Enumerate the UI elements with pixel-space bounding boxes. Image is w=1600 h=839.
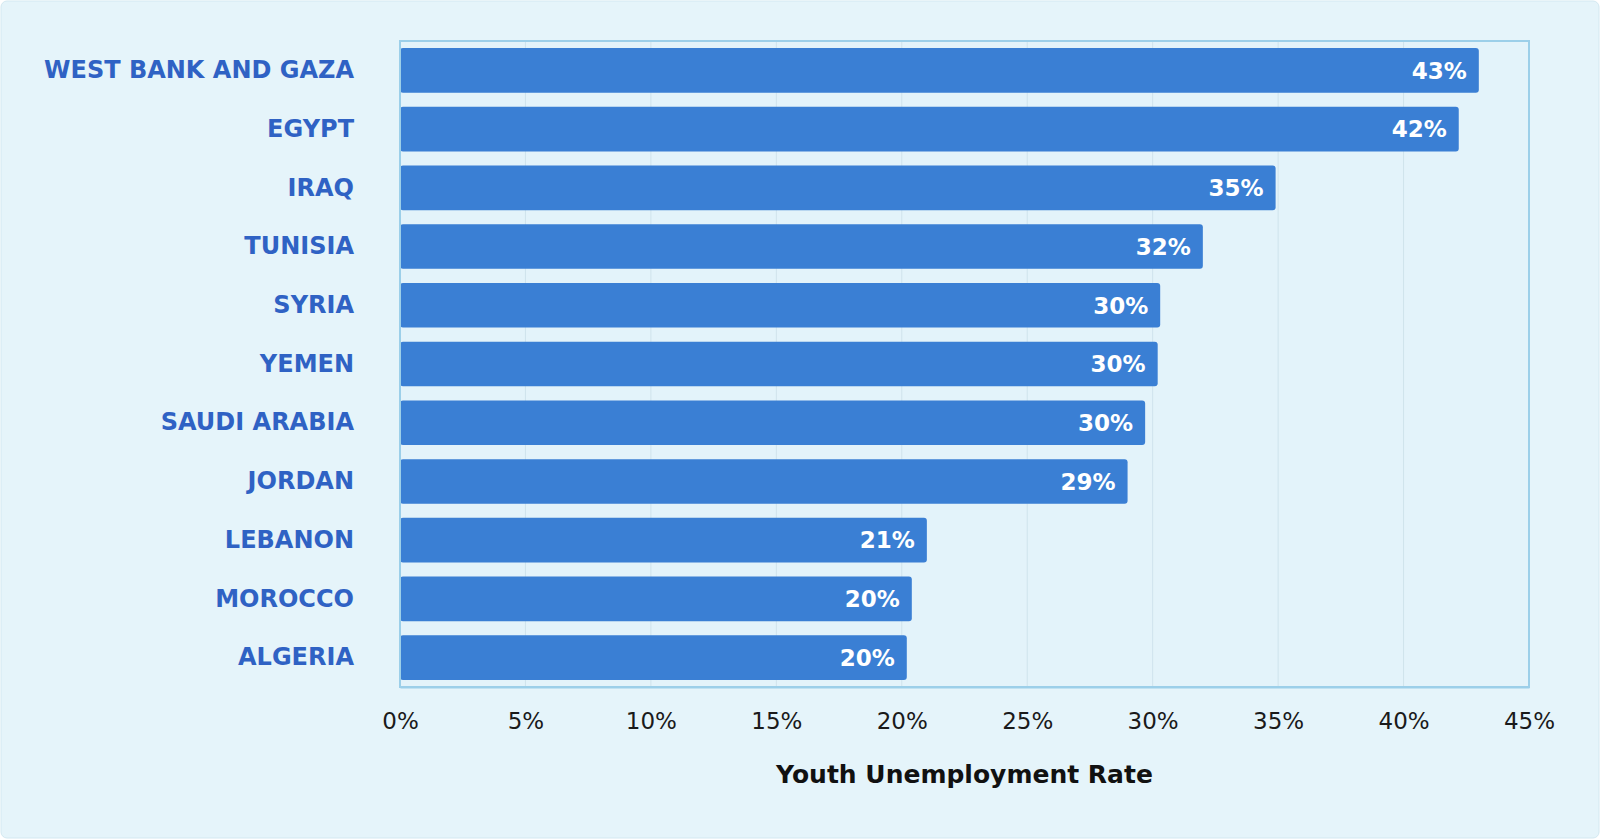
data-labels: 43% 42% 35% 32% 30% 30% 30% 29% 21% 20% 20% [840,58,1467,671]
category-tick: SYRIA [273,291,400,319]
data-label: 30% [1078,410,1133,436]
category-label: TUNISIA [244,232,354,260]
category-tick: EGYPT [267,115,400,143]
category-tick: SAUDI ARABIA [161,408,400,436]
bar [400,166,1276,211]
tick: 0% [382,687,419,734]
tick-label: 25% [1002,708,1053,734]
category-tick: MOROCCO [215,585,400,613]
y-axis: WEST BANK AND GAZA EGYPT IRAQ TUNISIA SYRIA Y… [44,56,400,671]
data-label: 32% [1136,234,1191,260]
category-tick: IRAQ [288,173,400,201]
tick-label: 20% [877,708,928,734]
data-label: 30% [1093,293,1148,319]
chart: 43% 42% 35% 32% 30% 30% 30% 29% 21% 20% 20% 0% 5% 10%… [0,0,1600,839]
data-label: 35% [1209,175,1264,201]
data-label: 20% [845,586,900,612]
bar [400,577,912,622]
bar [400,342,1158,387]
tick-label: 0% [382,708,419,734]
bar [400,283,1160,328]
tick: 35% [1253,687,1304,734]
tick-label: 5% [508,708,545,734]
category-label: WEST BANK AND GAZA [44,56,354,84]
data-label: 29% [1061,469,1116,495]
category-label: LEBANON [225,526,354,554]
background [1,1,1599,838]
bar [400,107,1459,152]
data-label: 20% [840,645,895,671]
category-label: MOROCCO [215,585,354,613]
tick: 20% [877,687,928,734]
data-label: 30% [1091,351,1146,377]
tick-label: 35% [1253,708,1304,734]
category-label: SYRIA [273,291,354,319]
tick-label: 15% [751,708,802,734]
category-tick: TUNISIA [244,232,400,260]
x-axis-title: Youth Unemployment Rate [775,760,1153,789]
plot-frame [400,41,1529,687]
category-tick: YEMEN [259,350,400,378]
category-tick: LEBANON [225,526,400,554]
data-label: 42% [1392,116,1447,142]
bar [400,459,1128,504]
category-label: SAUDI ARABIA [161,408,355,436]
tick: 25% [1002,687,1053,734]
tick: 40% [1378,687,1429,734]
tick: 10% [626,687,677,734]
category-label: ALGERIA [238,643,354,671]
category-tick: JORDAN [246,467,400,495]
tick-label: 10% [626,708,677,734]
data-label: 21% [860,527,915,553]
category-label: JORDAN [246,467,354,495]
tick-label: 45% [1504,708,1555,734]
tick-label: 30% [1128,708,1179,734]
axis-line [401,687,1530,689]
tick: 15% [751,687,802,734]
category-tick: WEST BANK AND GAZA [44,56,400,84]
bar [400,48,1479,93]
tick: 45% [1504,687,1555,734]
bar [400,518,927,563]
bars [400,48,1479,680]
tick-label: 40% [1378,708,1429,734]
grid [400,41,1529,687]
category-label: EGYPT [267,115,355,143]
category-label: YEMEN [259,350,354,378]
tick: 5% [508,687,545,734]
category-tick: ALGERIA [238,643,400,671]
x-axis: 0% 5% 10% 15% 20% 25% 30% 35% 40% 45% [382,687,1555,734]
tick: 30% [1128,687,1179,734]
data-label: 43% [1412,58,1467,84]
bar [400,400,1145,445]
plot-area [400,41,1529,687]
bar [400,224,1203,269]
category-label: IRAQ [288,173,354,201]
bar [400,635,907,680]
